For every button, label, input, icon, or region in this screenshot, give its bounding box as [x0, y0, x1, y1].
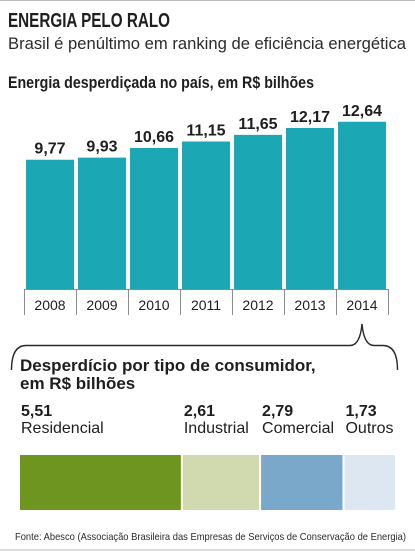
- x-tick-label-2009: 2009: [86, 297, 117, 313]
- bar-2009: [78, 157, 126, 289]
- bar-value-label-2014: 12,64: [342, 103, 382, 120]
- bar-value-label-2008: 9,77: [34, 141, 65, 158]
- x-tick-label-2010: 2010: [138, 297, 169, 313]
- segment-value-label-outros: 1,73: [345, 403, 376, 420]
- segment-outros: [344, 455, 395, 510]
- chart-title-line-2: em R$ bilhões: [20, 374, 135, 393]
- source-note: Fonte: Abesco (Associação Brasileira das…: [15, 531, 406, 543]
- segment-category-label-residencial: Residencial: [21, 420, 104, 437]
- segment-category-label-industrial: Industrial: [184, 420, 249, 437]
- bar-2012: [234, 134, 282, 289]
- chart-title: Energia desperdiçada no país, em R$ bilh…: [8, 73, 314, 92]
- x-tick-label-2012: 2012: [242, 297, 273, 313]
- bar-2010: [130, 147, 178, 289]
- x-tick-label-2013: 2013: [294, 297, 325, 313]
- bar-2008: [26, 159, 74, 289]
- segment-category-label-outros: Outros: [345, 420, 393, 437]
- annual-bars: 9,77 2008 9,93 2009 10,66 2010 11,15 2011 11,65 2…: [24, 103, 389, 315]
- x-tick-label-2011: 2011: [191, 297, 221, 313]
- segment-value-label-comercial: 2,79: [262, 403, 293, 420]
- page-subtitle: Brasil é penúltimo em ranking de eficiên…: [8, 34, 407, 53]
- bar-value-label-2010: 10,66: [134, 129, 174, 146]
- bar-value-label-2011: 11,15: [186, 122, 225, 139]
- x-tick-label-2014: 2014: [346, 297, 377, 313]
- segment-comercial: [261, 455, 343, 510]
- segment-residencial: [20, 455, 181, 510]
- segment-value-label-industrial: 2,61: [184, 403, 215, 420]
- segment-category-label-comercial: Comercial: [262, 420, 334, 437]
- annual-waste-chart: Energia desperdiçada no país, em R$ bilh…: [8, 73, 389, 315]
- bar-value-label-2013: 12,17: [290, 109, 330, 126]
- x-tick-label-2008: 2008: [34, 297, 65, 313]
- segment-value-label-residencial: 5,51: [21, 403, 52, 420]
- consumer-waste-chart: Desperdício por tipo de consumidor, em R…: [20, 356, 395, 510]
- bar-2013: [286, 127, 334, 289]
- bar-value-label-2012: 11,65: [238, 116, 277, 133]
- bar-2014: [338, 121, 386, 289]
- bar-2011: [182, 141, 230, 289]
- segment-industrial: [182, 455, 260, 510]
- chart-title-line-1: Desperdício por tipo de consumidor,: [20, 356, 316, 375]
- bar-value-label-2009: 9,93: [86, 139, 117, 156]
- page-title: ENERGIA PELO RALO: [8, 10, 170, 32]
- bracket-connector: [10, 323, 399, 371]
